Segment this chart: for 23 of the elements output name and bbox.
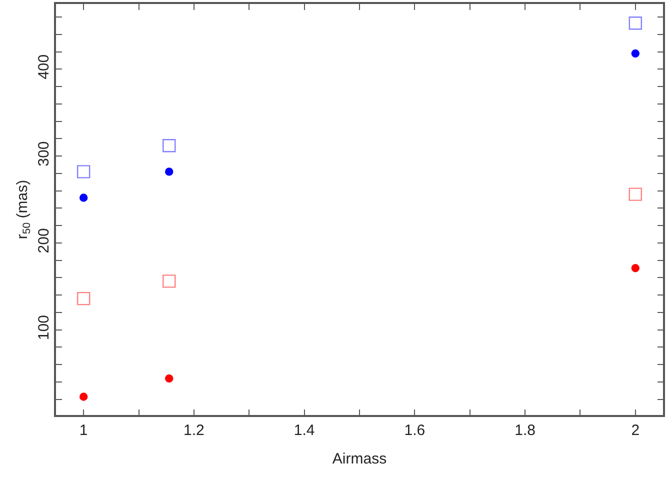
- point: [76, 165, 90, 178]
- y-tick-label: 300: [35, 141, 52, 166]
- point: [79, 194, 88, 202]
- x-tick-label: 1: [79, 422, 88, 439]
- point: [162, 139, 176, 152]
- point: [631, 264, 640, 272]
- x-tick-label: 1.6: [404, 422, 426, 439]
- point: [162, 274, 176, 288]
- x-tick-label: 1.4: [294, 422, 315, 439]
- point: [165, 168, 174, 176]
- point: [628, 188, 642, 201]
- x-tick-label: 1.8: [514, 422, 536, 439]
- point: [628, 16, 642, 30]
- y-tick-label: 200: [35, 228, 52, 254]
- point: [76, 292, 90, 306]
- x-tick-label: 2: [631, 422, 640, 439]
- point: [79, 392, 88, 401]
- point: [631, 49, 640, 58]
- x-axis-title: Airmass: [332, 450, 387, 468]
- x-tick-label: 1.2: [184, 422, 204, 439]
- y-tick-label: 400: [35, 54, 52, 80]
- point: [165, 374, 174, 383]
- y-tick-label: 100: [35, 315, 52, 340]
